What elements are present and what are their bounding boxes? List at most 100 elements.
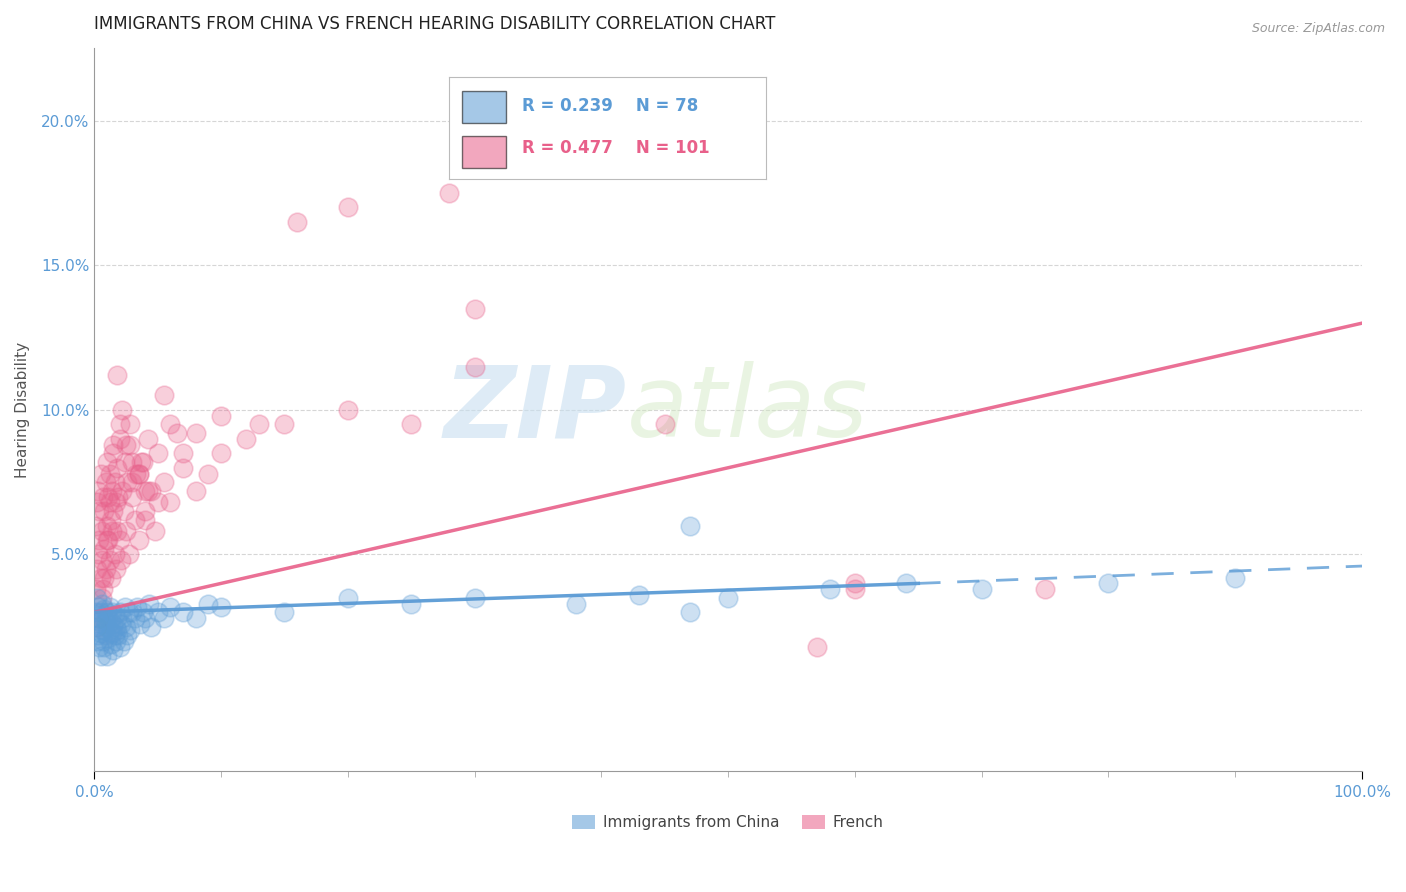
Point xyxy=(184,483,207,498)
Text: ZIP: ZIP xyxy=(444,361,627,458)
Point xyxy=(103,616,125,631)
Point xyxy=(103,643,125,657)
Point xyxy=(844,576,866,591)
Point xyxy=(87,628,110,642)
Point xyxy=(91,553,114,567)
Point xyxy=(159,599,181,614)
Point xyxy=(87,599,110,614)
Point xyxy=(1225,571,1247,585)
Point xyxy=(84,518,107,533)
Point xyxy=(110,616,132,631)
Point xyxy=(91,524,114,539)
Point xyxy=(806,640,828,654)
Point xyxy=(94,475,117,490)
Point xyxy=(118,623,141,637)
Point xyxy=(146,495,169,509)
Point xyxy=(273,417,295,432)
Point xyxy=(464,301,486,316)
Point xyxy=(104,495,127,509)
Point xyxy=(91,591,114,605)
Point xyxy=(108,432,131,446)
Point xyxy=(114,455,136,469)
Point xyxy=(104,634,127,648)
Point xyxy=(336,201,359,215)
Point xyxy=(153,475,176,490)
Point xyxy=(134,513,156,527)
Point xyxy=(87,483,110,498)
Point xyxy=(96,455,118,469)
Point xyxy=(464,591,486,605)
Point xyxy=(129,455,152,469)
Point xyxy=(91,634,114,648)
Point xyxy=(105,460,128,475)
Point xyxy=(134,504,156,518)
Point xyxy=(121,605,143,619)
Point xyxy=(464,359,486,374)
Point xyxy=(184,425,207,440)
Y-axis label: Hearing Disability: Hearing Disability xyxy=(15,342,30,478)
Point xyxy=(107,628,129,642)
Point xyxy=(1097,576,1119,591)
Point xyxy=(124,513,146,527)
Point xyxy=(103,437,125,451)
Point xyxy=(117,475,139,490)
Point xyxy=(98,553,121,567)
Point xyxy=(166,425,188,440)
Point xyxy=(86,495,108,509)
Point xyxy=(87,548,110,562)
Point xyxy=(100,614,122,628)
Point xyxy=(93,602,115,616)
Point xyxy=(110,553,132,567)
Point xyxy=(818,582,841,597)
Point xyxy=(143,524,166,539)
Point xyxy=(86,620,108,634)
Point xyxy=(94,614,117,628)
Point xyxy=(439,186,461,200)
Point xyxy=(91,582,114,597)
Point xyxy=(111,483,134,498)
Point xyxy=(111,611,134,625)
Legend: Immigrants from China, French: Immigrants from China, French xyxy=(567,809,890,836)
Point xyxy=(91,623,114,637)
Point xyxy=(98,623,121,637)
Point xyxy=(115,437,138,451)
Point xyxy=(112,634,135,648)
Point xyxy=(129,616,152,631)
Point xyxy=(97,632,120,646)
Point xyxy=(91,611,114,625)
Point xyxy=(136,483,159,498)
Point xyxy=(89,611,111,625)
Point xyxy=(117,605,139,619)
Point xyxy=(970,582,993,597)
Point xyxy=(91,597,114,611)
Point xyxy=(125,467,148,481)
Point xyxy=(86,562,108,576)
Point xyxy=(105,611,128,625)
Point xyxy=(128,533,150,547)
Point xyxy=(172,605,194,619)
Point xyxy=(87,611,110,625)
Point xyxy=(96,518,118,533)
Point xyxy=(628,588,651,602)
Point xyxy=(101,524,124,539)
Point xyxy=(96,620,118,634)
Point xyxy=(104,562,127,576)
Point xyxy=(131,605,153,619)
Point xyxy=(209,446,232,460)
Point xyxy=(101,483,124,498)
Point xyxy=(118,437,141,451)
Point xyxy=(628,157,651,171)
Point xyxy=(97,490,120,504)
Point xyxy=(104,475,127,490)
Point xyxy=(90,467,112,481)
Point xyxy=(527,113,550,128)
Point xyxy=(96,648,118,663)
Text: atlas: atlas xyxy=(627,361,869,458)
Point xyxy=(336,403,359,417)
Point xyxy=(172,460,194,475)
Point xyxy=(84,620,107,634)
Point xyxy=(98,495,121,509)
Point xyxy=(117,548,139,562)
Point xyxy=(717,591,740,605)
Point xyxy=(90,571,112,585)
